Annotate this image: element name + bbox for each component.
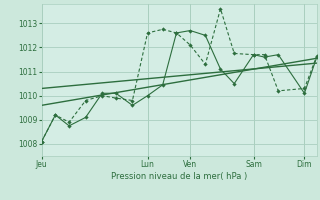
X-axis label: Pression niveau de la mer( hPa ): Pression niveau de la mer( hPa ) bbox=[111, 172, 247, 181]
